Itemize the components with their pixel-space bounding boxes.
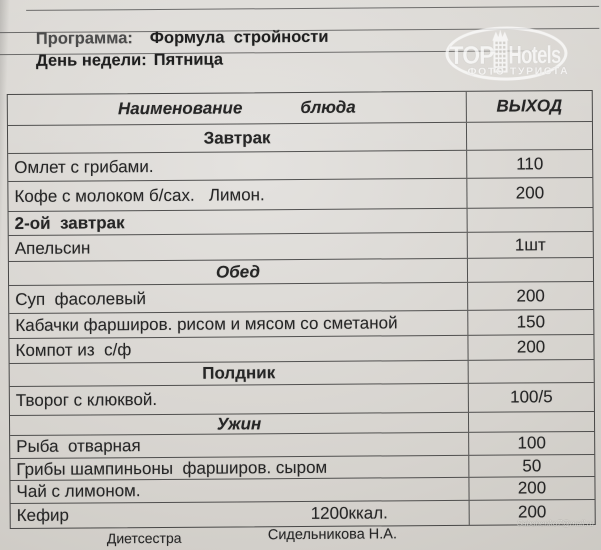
dish-cell: Суп фасолевый [9,283,467,313]
meal-section-title: 2-ой завтрак [14,212,125,233]
table-row: Компот из с/ф 200 [9,333,594,364]
output-cell: 150 [467,309,594,335]
dish-header-word2: блюда [300,97,356,117]
dish-cell: Апельсин [9,233,467,261]
portion-value: 100 [517,433,546,453]
dish-name: Омлет с грибами. [14,156,154,177]
output-cell [467,359,594,383]
dish-cell: 2-ой завтрак [9,209,467,235]
section-row: Обед [8,256,594,286]
table-row: Апельсин 1шт [8,230,593,262]
table-row: Кабачки фарширов. рисом и мясом со смета… [9,308,594,339]
dietitian-label: Диетсестра [106,529,182,547]
section-row: Полдник [9,358,594,387]
dish-column-header: Наименование блюда [8,92,466,125]
output-cell [466,257,594,282]
meal-section-title: Полдник [202,363,276,383]
output-cell [465,121,593,150]
dish-cell: Обед [9,259,467,285]
table-row: Кофе с молоком б/сах. Лимон. 200 [8,176,593,212]
portion-value: 110 [516,153,544,173]
dish-name: Рыба отварная [16,436,141,456]
table-row: Чай с лимоном. 200 [10,475,595,504]
calories-note: 1200ккал. [310,503,388,523]
tophotels-watermark: TOP Hotels ФОТО ТУРИС [444,24,576,87]
dish-name: Грибы шампиньоны фарширов. сыром [16,457,328,479]
dish-name: Апельсин [14,237,91,258]
dish-cell: Завтрак [8,123,466,153]
output-cell: 50 [468,454,595,477]
output-cell [467,411,595,432]
dish-cell: Компот из с/ф [9,336,467,363]
dish-cell: Кофе с молоком б/сах. Лимон. [8,179,466,211]
portion-value: 100/5 [510,387,553,407]
table-row: Рыба отварная 100 [10,430,595,459]
section-row: Ужин [9,410,595,436]
portion-value: 150 [516,312,546,332]
section-row: Завтрак [7,120,593,154]
output-cell: 110 [466,149,593,178]
dish-cell: Полдник [10,361,468,386]
dish-cell: Чай с лимоном. [10,478,468,503]
table-row: Творог с клюквой. 100/5 [9,381,594,416]
meal-section-title: Ужин [216,413,262,434]
portion-value: 200 [517,478,547,498]
photo-email-watermark: Sabohenko7@mail.ru [516,519,594,528]
dietitian-name: Сидельникова Н.А. [267,526,398,544]
table-header-row: Наименование блюда ВЫХОД [8,90,592,125]
output-cell: 200 [467,334,594,360]
output-cell: 200 [468,476,595,500]
dish-cell: Кабачки фарширов. рисом и мясом со смета… [9,311,467,338]
output-cell: 100 [468,431,595,455]
dish-cell: Грибы шампиньоны фарширов. сыром [10,456,468,480]
output-cell: 200 [466,177,593,208]
dish-cell: Кефир 1200ккал. [11,501,469,528]
output-cell: 100/5 [467,382,594,412]
portion-value: 200 [516,285,545,305]
output-column-header: ВЫХОД [465,90,592,122]
portion-value: 200 [515,182,545,202]
weekday-row: День недели: Пятница [8,32,223,90]
dish-name: Компот из с/ф [15,340,132,360]
dish-cell: Рыба отварная [10,433,468,458]
portion-value: 200 [516,337,546,357]
meal-section-title: Обед [215,261,260,282]
dish-name: Кофе с молоком б/сах. Лимон. [14,184,265,206]
dish-cell: Ужин [10,413,468,435]
output-cell [466,207,593,232]
table-row: Суп фасолевый 200 [9,280,594,314]
dish-name: Кабачки фарширов. рисом и мясом со смета… [15,313,398,335]
watermark-subtitle: ФОТО ТУРИСТА [467,65,570,78]
dish-name: Чай с лимоном. [16,481,141,501]
table-row: Грибы шампиньоны фарширов. сыром 50 [10,453,595,481]
dish-name: Суп фасолевый [15,288,146,309]
dish-header-word1: Наименование [117,98,243,119]
portion-value: 50 [522,455,542,475]
dish-name: Кефир [16,505,70,525]
output-cell: 1шт [466,231,593,258]
menu-table: Наименование блюда ВЫХОД Завтрак Омлет с … [6,89,596,530]
dish-name: Творог с клюквой. [15,390,158,410]
table-body: Завтрак Омлет с грибами. 110 Кофе с молоком… [7,120,595,529]
section-row: 2-ой завтрак [8,206,593,236]
table-row: Омлет с грибами. 110 [8,148,593,182]
meal-section-title: Завтрак [203,127,271,148]
hotel-building-icon [488,29,512,78]
dish-cell: Творог с клюквой. [10,384,468,415]
table-row: Кефир 1200ккал. 200 [10,498,595,529]
dish-cell: Омлет с грибами. [8,151,466,181]
output-cell: 200 [467,281,594,310]
portion-value: 1шт [514,234,546,255]
